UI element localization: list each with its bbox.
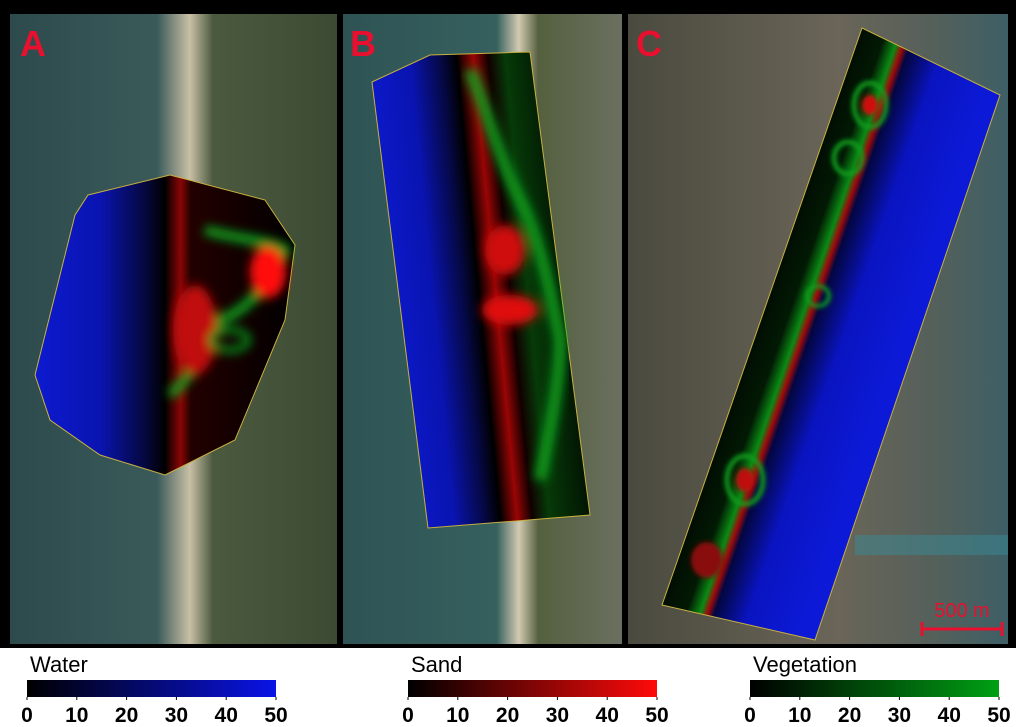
- colorbar-title: Water: [30, 652, 88, 677]
- tick-label: 0: [402, 704, 414, 727]
- tick-label: 50: [987, 704, 1010, 727]
- scale-label: 500 m: [934, 600, 990, 622]
- tick-label: 20: [838, 704, 861, 727]
- colorbar-title: Sand: [411, 652, 462, 677]
- tick-label: 40: [215, 704, 238, 727]
- tick-label: 30: [165, 704, 188, 727]
- figure: 500 m A B C Water 0 10 20 30 40 50 Sand 0 10 20 30 4…: [0, 0, 1016, 727]
- panel-label: A: [20, 23, 46, 64]
- panel-label: B: [350, 23, 376, 64]
- tick-label: 10: [65, 704, 88, 727]
- tick-label: 50: [264, 704, 287, 727]
- tick-label: 10: [446, 704, 469, 727]
- tick-label: 20: [115, 704, 138, 727]
- tick-label: 0: [744, 704, 756, 727]
- page: 500 m A B C Water 0 10 20 30 40 50 Sand 0 10 20 30 4…: [0, 0, 1016, 727]
- colorbar: [27, 680, 276, 697]
- water-patch: [855, 535, 1008, 555]
- colorbar: [750, 680, 999, 697]
- colorbar-title: Vegetation: [753, 652, 857, 677]
- tick-label: 0: [21, 704, 33, 727]
- panel-label: C: [636, 23, 662, 64]
- tick-label: 30: [546, 704, 569, 727]
- tick-label: 50: [645, 704, 668, 727]
- tick-label: 20: [496, 704, 519, 727]
- tick-label: 30: [888, 704, 911, 727]
- tick-label: 10: [788, 704, 811, 727]
- tick-label: 40: [938, 704, 961, 727]
- colorbar: [408, 680, 657, 697]
- tick-label: 40: [596, 704, 619, 727]
